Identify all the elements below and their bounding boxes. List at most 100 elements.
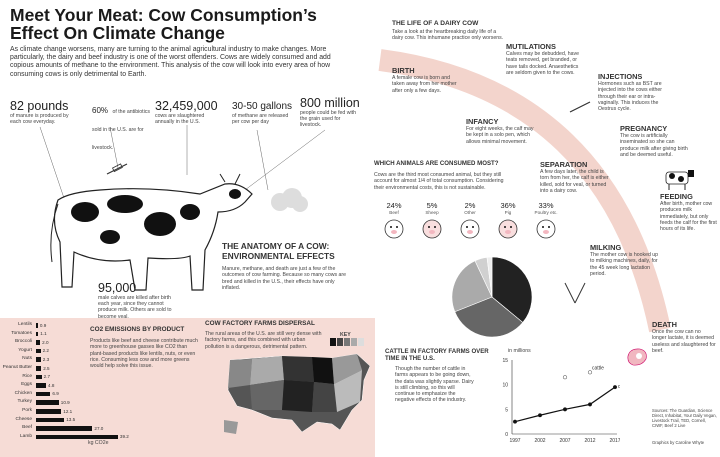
co2-bar-label: Rice [22,373,32,379]
cattle-y-unit: in millions [508,348,531,354]
syringe-icon [106,163,128,175]
stat-grain: 800 million people could be fed with the… [300,96,360,129]
co2-bar-label: Lentils [18,322,32,327]
stage-separation: SEPARATION A few days later, the child i… [540,160,609,194]
stat-manure: 82 pounds of manure is produced by each … [10,99,69,126]
co2-bar-value: 2.5 [43,365,50,371]
animal-pct: 33% [538,201,554,210]
y-tick-label: 10 [502,383,508,389]
co2-bar-label: Turkey [17,399,32,405]
steak-icon [627,348,647,366]
co2-bar-value: 2.3 [42,356,50,362]
co2-bar-value: 6.9 [52,391,59,397]
co2-unit-label: kg CO2e [88,440,109,446]
pie-slice [454,296,524,338]
stat-methane: 30-50 gallons of methane are released pe… [232,101,293,126]
co2-bar-label: Yogurt [18,347,32,353]
co2-bar [36,383,47,388]
stat-antibiotics: 60% of the antibiotics sold in the U.S. … [92,106,150,151]
pointer-lines [39,125,326,211]
stage-injections: INJECTIONS Hormones such as BST are inje… [598,72,663,113]
animals-body: Cows are the third most consumed animal,… [374,172,504,191]
animal-face-icon [460,219,480,239]
co2-bar [36,331,39,337]
x-tick-label: 2017 [609,438,620,444]
co2-bar [36,357,41,362]
co2-bar-chart: Lentils 0.9 Tomatoes 1.1 Broccoli 2.0 Yogurt 2.… [0,320,129,450]
co2-bar-label: Eggs [21,382,32,388]
co2-bar-label: Chicken [14,390,32,396]
cattle-line-chart: 0 5 10 15 1997 2002 2007 2012 2017 cattle dairy [502,358,620,444]
stage-birth: BIRTH A female cow is born and taken awa… [392,66,457,94]
co2-bar-value: 10.9 [60,399,70,405]
feeding-cow-icon [665,170,694,190]
co2-bar-label: Broccoli [14,339,32,345]
co2-bar-label: Cheese [15,416,32,422]
factory-body: The rural areas of the U.S. are still ve… [205,331,322,350]
cow-illustration-icon [50,173,253,291]
line-dairy [514,386,616,423]
co2-bar [36,366,42,371]
y-tick-label: 5 [505,407,508,413]
legend-dairy: dairy [618,384,620,390]
injection-syringe-icon [569,101,591,113]
x-tick-label: 2002 [534,438,545,444]
co2-bar-value: 1.1 [40,331,47,337]
co2-bar-value: 13.5 [66,417,76,423]
co2-bar [36,391,51,397]
intro-text: As climate change worsens, many are turn… [10,46,331,78]
milking-machine-icon [564,282,586,304]
us-map-icon [224,353,371,434]
animal-face-icon [384,219,404,239]
co2-body: Products like beef and cheese contribute… [90,338,198,370]
animal-pct: 36% [500,201,516,210]
animal-name: Poultry etc. [534,210,558,215]
page-title: Meet Your Meat: Cow Consumption’s Effect… [10,5,317,43]
animal-pct: 2% [464,201,476,210]
co2-bar [36,323,38,328]
animal-face-icon [536,219,556,239]
co2-bar-label: Lamb [20,433,32,439]
legend-cattle: cattle [592,365,604,371]
methane-cloud-icon [271,188,308,212]
life-heading: THE LIFE OF A DAIRY COW [392,20,479,27]
point-dairy [587,402,592,407]
cattle-body: Though the number of cattle in farms app… [395,366,474,404]
animals-pie-chart [451,256,533,338]
stage-feeding: FEEDING After birth, mother cow produces… [660,192,717,233]
co2-bar [36,409,62,414]
co2-bar-value: 2.0 [42,339,49,345]
animal-name: Other [464,210,476,215]
animals-heading: WHICH ANIMALS ARE CONSUMED MOST? [374,160,499,167]
pie-slice [491,256,533,323]
co2-bar-value: 39.2 [119,434,129,440]
x-tick-label: 2012 [584,438,595,444]
map-key [330,338,364,346]
anatomy-heading: THE ANATOMY OF A COW: ENVIRONMENTAL EFFE… [222,241,335,261]
animal-name: Pig [504,210,512,215]
lifecycle-arc [378,49,671,333]
point-dairy [562,407,567,412]
co2-bar-value: 27.0 [94,425,104,431]
animal-pct: 5% [426,201,438,210]
animal-face-icon [498,219,518,239]
point-cattle [562,375,567,380]
stage-milking: MILKING The mother cow is hooked up to m… [590,243,659,277]
map-key-label: KEY [340,332,351,338]
co2-bar-label: Peanut Butter [2,365,32,370]
co2-bar-value: 2.2 [42,348,49,354]
co2-bar [36,417,65,423]
x-tick-label: 1997 [509,438,520,444]
co2-bar-label: Tomatoes [11,330,32,336]
animal-name: Beef [389,210,399,215]
co2-bar [36,426,93,431]
animals-row: 24% Beef 5% Sheep 2% Other 36% Pig 33% Poultry et… [378,196,573,246]
stat-slaughtered: 32,459,000 cows are slaughtered annually… [155,99,218,126]
co2-bar-value: 4.8 [48,382,55,388]
pie-slice [451,260,493,313]
anatomy-body: Manure, methane, and death are just a fe… [222,266,346,291]
credit-text: Graphics by Caroline Whyte [652,440,705,445]
co2-heading: CO2 EMISSIONS BY PRODUCT [90,326,185,333]
sources-text: Sources: The Guardian, Science Direct, I… [652,408,717,428]
x-tick-label: 2007 [559,438,570,444]
